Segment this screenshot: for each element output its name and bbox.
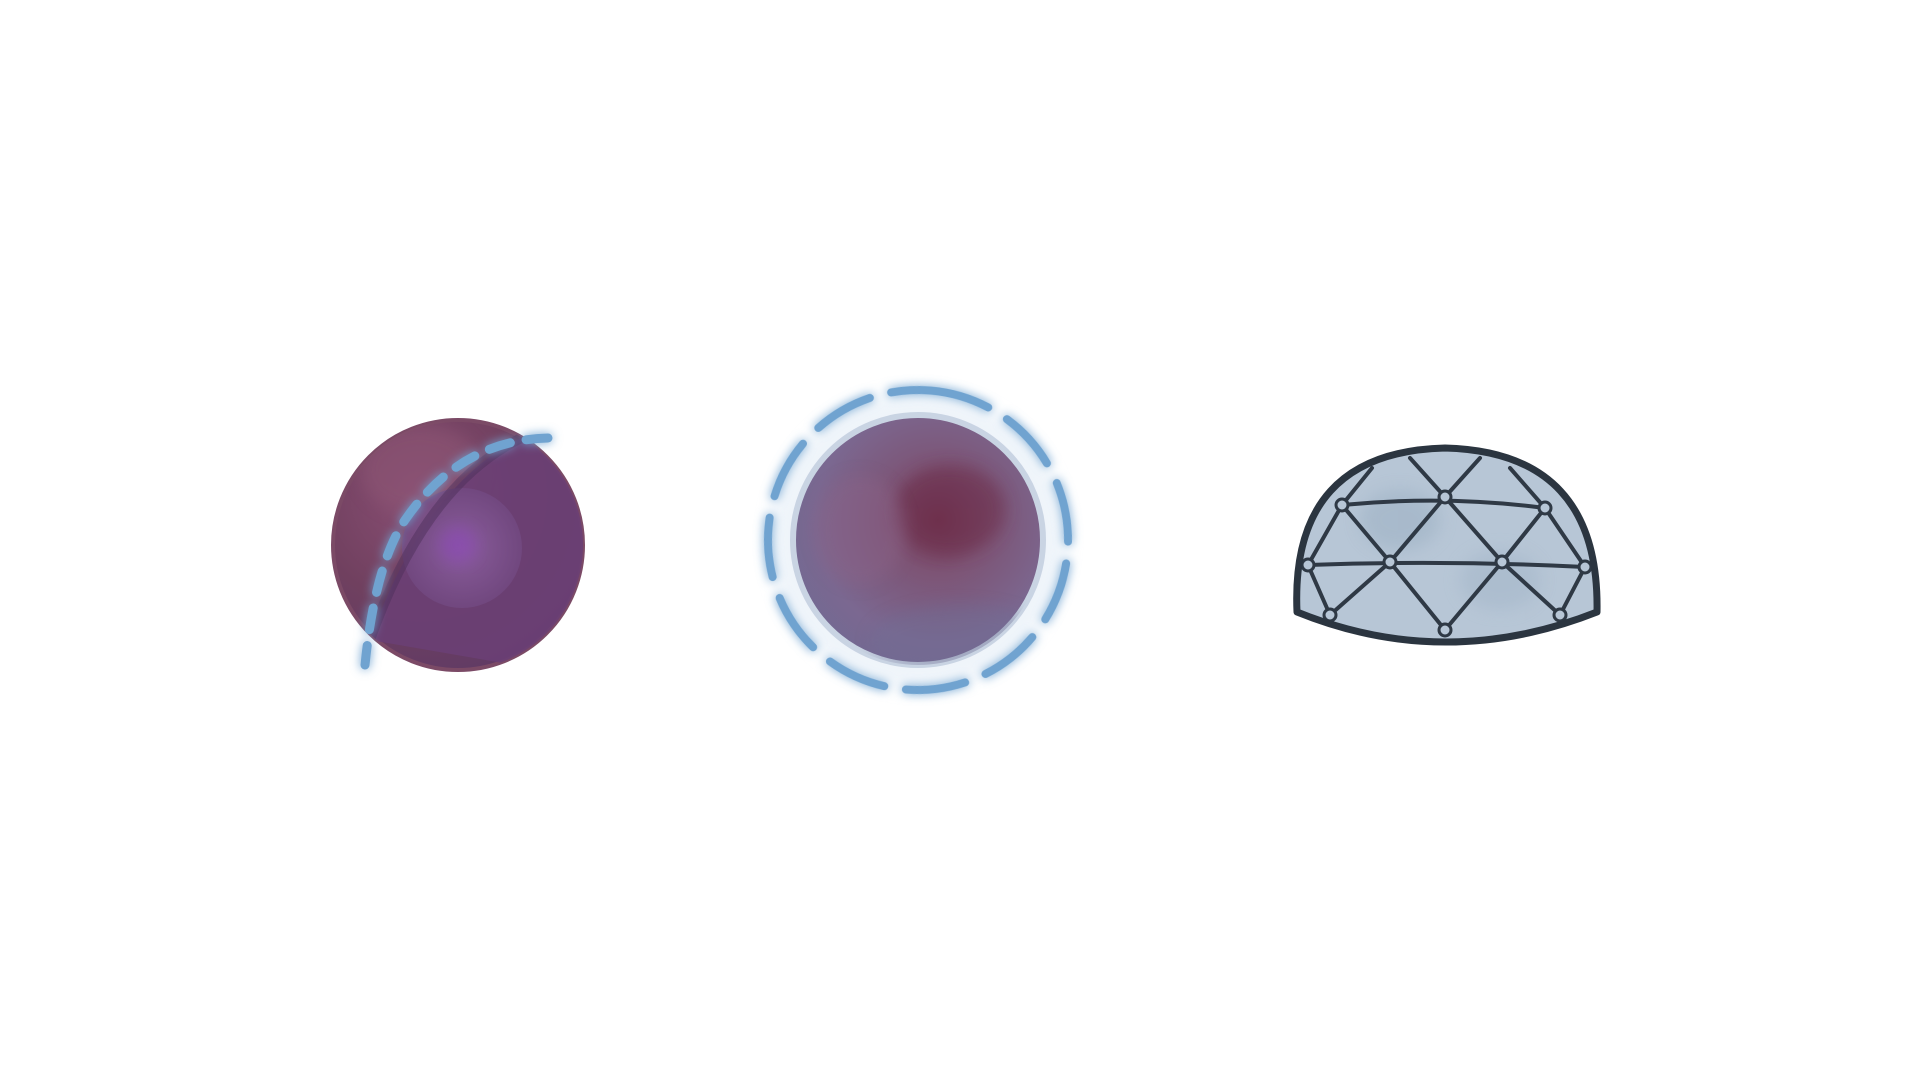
- dashed-ring: [764, 386, 1072, 694]
- dome-joints: [1300, 489, 1593, 638]
- sphere-with-dashed-cut-icon: [331, 418, 585, 672]
- dome-lattice: [1306, 456, 1587, 632]
- geodesic-dome-icon: [1293, 444, 1601, 646]
- sphere-with-dashed-ring-icon: [764, 386, 1072, 694]
- dashed-cut-line: [360, 433, 553, 670]
- dome-outline: [1293, 444, 1601, 646]
